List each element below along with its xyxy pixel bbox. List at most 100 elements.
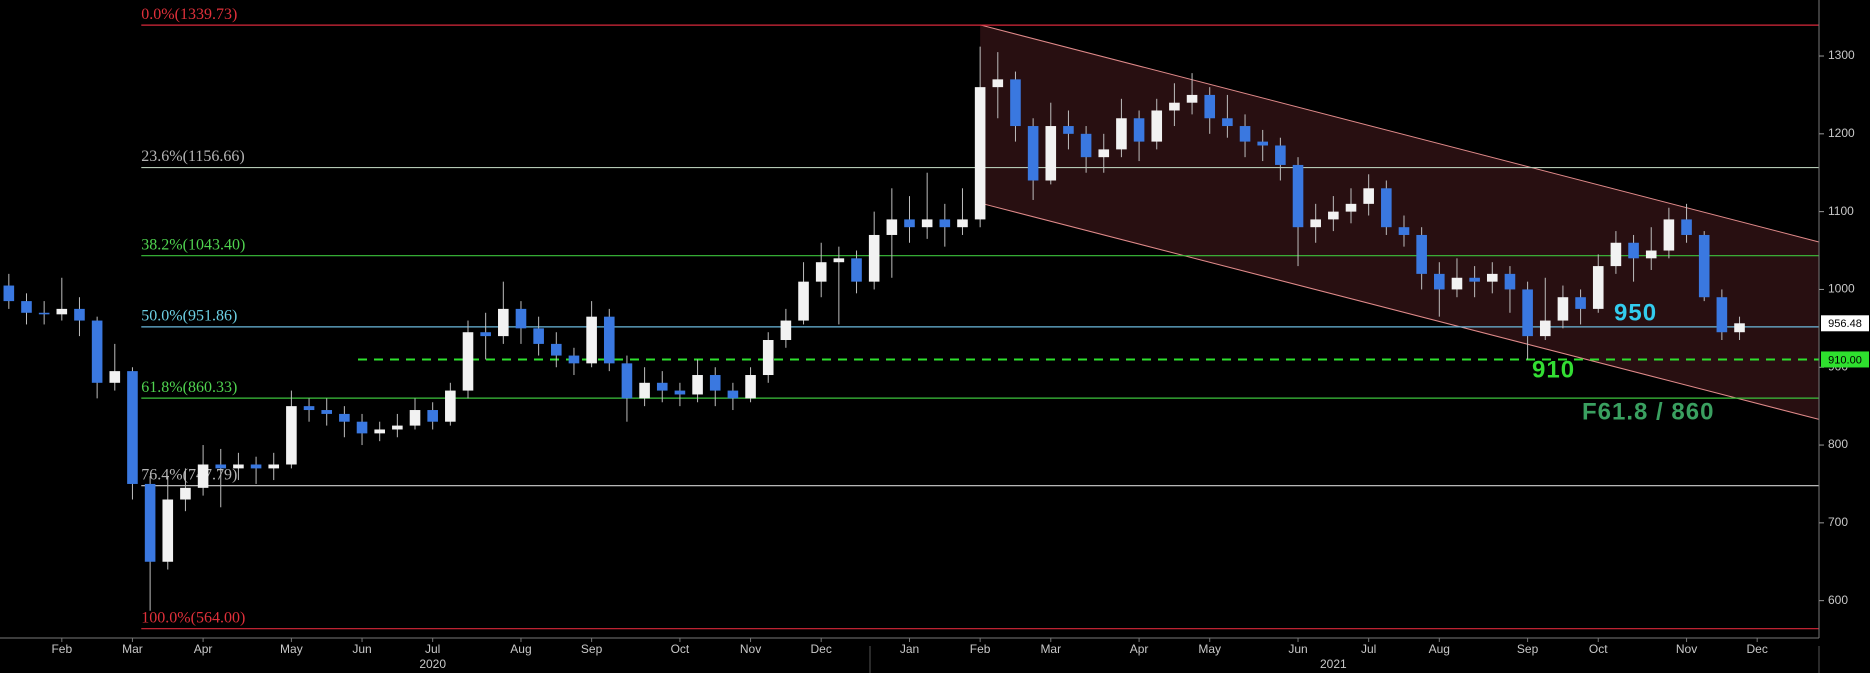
- candle-body: [356, 421, 368, 434]
- candle-body: [1451, 277, 1463, 290]
- candle-body: [1610, 242, 1622, 267]
- channel-upper: [980, 24, 1820, 243]
- x-tick-label: Oct: [1589, 642, 1608, 656]
- candle-body: [462, 332, 474, 391]
- candle-body: [1557, 297, 1569, 321]
- candle-body: [1186, 94, 1198, 103]
- x-tick-label: Oct: [671, 642, 690, 656]
- support-tag-label: 910.00: [1828, 354, 1862, 366]
- candle-body: [392, 425, 403, 430]
- y-tick-label: 800: [1828, 437, 1848, 451]
- candle-body: [1080, 133, 1092, 158]
- x-tick-label: Aug: [510, 642, 531, 656]
- candle-body: [1504, 273, 1516, 290]
- x-tick-label: Jun: [352, 642, 371, 656]
- candle-body: [550, 343, 562, 356]
- x-tick-label: Nov: [740, 642, 761, 656]
- last-price-tag-box: [1821, 315, 1869, 332]
- candle-body: [709, 375, 721, 391]
- x-tick-label: Dec: [811, 642, 832, 656]
- candle-body: [939, 219, 951, 228]
- channel-layer: [980, 24, 1820, 420]
- candle-body: [621, 363, 633, 399]
- candle-body: [1381, 188, 1392, 228]
- x-tick-label: Jul: [425, 642, 440, 656]
- candle-body: [533, 328, 544, 344]
- candle-body: [1398, 227, 1410, 235]
- candle-body: [180, 487, 191, 500]
- x-tick-label: Jun: [1288, 642, 1307, 656]
- candle-body: [1027, 126, 1039, 181]
- x-tick-label: Nov: [1676, 642, 1697, 656]
- candle-body: [992, 79, 1004, 88]
- candle-body: [1416, 234, 1427, 274]
- candle-body: [1645, 250, 1657, 259]
- x-tick-label: Mar: [1040, 642, 1061, 656]
- candle-body: [1469, 277, 1480, 282]
- candle-body: [1345, 203, 1357, 212]
- x-tick-label: Jan: [900, 642, 919, 656]
- candle-body: [233, 464, 244, 469]
- candle-body: [3, 285, 15, 302]
- candle-body: [762, 340, 774, 376]
- support-tag-box: [1821, 351, 1869, 368]
- candle-body: [1698, 234, 1710, 298]
- candle-body: [1328, 211, 1339, 220]
- x-tick-label: May: [1198, 642, 1221, 656]
- candle-body: [1486, 273, 1498, 282]
- candle-body: [374, 429, 385, 434]
- candle-body: [339, 413, 350, 422]
- candle-body: [197, 464, 209, 488]
- y-tick-label: 600: [1828, 593, 1848, 607]
- candle-body: [886, 219, 898, 235]
- candle-body: [321, 410, 333, 414]
- x-tick-label: Sep: [581, 642, 603, 656]
- candle-body: [21, 301, 32, 313]
- x-tick-label: Apr: [1130, 642, 1149, 656]
- x-tick-label: Dec: [1747, 642, 1768, 656]
- candle-body: [91, 320, 103, 383]
- candle-body: [586, 316, 597, 364]
- candle-body: [780, 320, 792, 341]
- annotation: F61.8 / 860: [1582, 398, 1714, 425]
- candle-body: [1063, 126, 1074, 134]
- x-tick-label: Feb: [51, 642, 72, 656]
- y-tick-label: 700: [1828, 515, 1848, 529]
- x-tick-label: Mar: [122, 642, 143, 656]
- candle-body: [1363, 188, 1374, 204]
- candle-body: [1522, 289, 1533, 337]
- candle-body: [1592, 266, 1604, 309]
- candle-body: [162, 499, 174, 562]
- candle-body: [798, 281, 809, 321]
- candle-body: [1575, 297, 1586, 309]
- x-tick-label: Apr: [194, 642, 213, 656]
- candle-body: [445, 390, 456, 422]
- candle-body: [250, 464, 262, 469]
- candle-body: [1292, 164, 1304, 228]
- y-tick-label: 1000: [1828, 282, 1855, 296]
- candle-body: [815, 262, 827, 282]
- channel-fill: [980, 24, 1819, 420]
- candle-body: [127, 371, 138, 484]
- candle-body: [1239, 126, 1251, 142]
- candle-body: [215, 464, 227, 469]
- candle-body: [56, 308, 68, 315]
- candle-body: [851, 258, 862, 282]
- candle-body: [1045, 126, 1057, 181]
- fib-level-label: 61.8%(860.33): [141, 379, 237, 396]
- y-tick-label: 1200: [1828, 126, 1855, 140]
- candle-body: [957, 219, 968, 228]
- x-tick-label: May: [280, 642, 303, 656]
- candle-body: [1151, 110, 1163, 142]
- candle-body: [74, 308, 85, 321]
- candle-body: [1204, 94, 1216, 119]
- candle-body: [727, 390, 739, 399]
- candle-body: [1539, 320, 1551, 337]
- x-tick-label: Jul: [1361, 642, 1376, 656]
- x-tick-label: Sep: [1517, 642, 1539, 656]
- annotation: 910: [1532, 356, 1575, 383]
- fib-level-label: 100.0%(564.00): [141, 609, 245, 626]
- candle-body: [833, 258, 845, 263]
